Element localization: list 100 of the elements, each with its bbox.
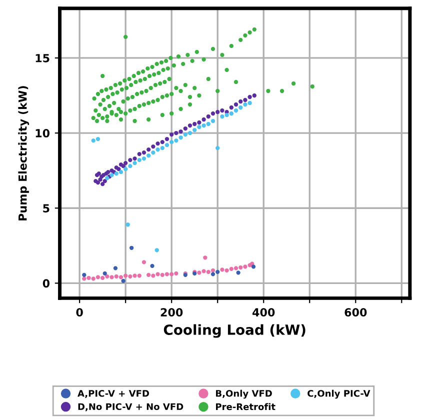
point [128, 164, 132, 168]
point [128, 158, 132, 162]
point [220, 108, 224, 113]
x-tick-label: 600 [344, 308, 367, 317]
point [216, 110, 220, 114]
point [110, 172, 114, 178]
point [156, 272, 160, 276]
point [229, 105, 234, 110]
point [206, 114, 210, 119]
point [146, 272, 151, 278]
point [150, 264, 154, 268]
point [137, 152, 142, 156]
point [151, 274, 156, 278]
legend-label: C,Only PIC-V [308, 390, 370, 399]
point [96, 180, 100, 185]
point [151, 150, 156, 155]
point [252, 93, 256, 98]
point [202, 117, 206, 122]
point [197, 270, 202, 275]
point [202, 269, 206, 274]
point [110, 275, 114, 280]
point [123, 274, 128, 278]
point [114, 274, 118, 279]
point [210, 118, 216, 124]
point [102, 178, 107, 184]
point [188, 123, 192, 128]
point [174, 138, 178, 143]
point [170, 272, 174, 276]
point [202, 123, 206, 128]
point [183, 132, 188, 137]
point [183, 126, 188, 131]
point [142, 150, 146, 155]
point [121, 164, 126, 168]
point [116, 166, 121, 172]
point [160, 272, 164, 278]
legend-label: D,No PIC-V + No VFD [78, 403, 184, 412]
x-axis-title: Cooling Load (kW) [164, 324, 306, 338]
point [91, 276, 96, 281]
legend-label: A,PIC-V + VFD [78, 390, 149, 398]
point [164, 136, 170, 142]
point [170, 132, 174, 137]
point [86, 276, 91, 280]
point [251, 264, 256, 269]
point [248, 94, 252, 100]
point [137, 158, 142, 162]
point [146, 147, 151, 152]
point [96, 275, 100, 280]
point [113, 266, 118, 270]
point [243, 98, 248, 102]
point [82, 272, 86, 278]
point [238, 265, 243, 270]
point [123, 160, 128, 166]
y-axis-title: Pump Electricity (kW) [18, 86, 30, 220]
y-tick-label: 5 [43, 204, 50, 212]
point [216, 270, 220, 274]
point [229, 266, 234, 272]
point [160, 146, 164, 150]
point [174, 271, 178, 276]
point [164, 142, 170, 148]
point [188, 130, 192, 136]
point [160, 140, 164, 144]
point [178, 135, 183, 140]
point [224, 112, 229, 118]
point [192, 122, 197, 126]
point [206, 270, 210, 274]
point [174, 130, 178, 136]
point [128, 274, 132, 279]
point [243, 264, 248, 269]
point [105, 176, 110, 180]
point [206, 122, 210, 126]
point [248, 100, 252, 106]
point [132, 156, 137, 161]
point [178, 129, 183, 134]
point [100, 276, 105, 280]
point [234, 102, 238, 107]
point [156, 141, 160, 146]
point [91, 138, 96, 143]
point [118, 275, 124, 280]
point [123, 166, 128, 172]
point [146, 153, 151, 158]
point [234, 108, 238, 113]
point [197, 120, 202, 125]
point [96, 136, 100, 142]
point [220, 268, 224, 272]
x-tick-label: 0 [76, 308, 83, 317]
point [102, 271, 107, 276]
point [100, 182, 105, 186]
y-tick-label: 10 [36, 129, 50, 138]
point [210, 272, 216, 276]
point [164, 272, 170, 276]
point [216, 146, 220, 150]
point [197, 124, 202, 130]
point [238, 105, 243, 110]
point [156, 147, 160, 152]
point [224, 268, 229, 273]
point [132, 274, 137, 278]
x-tick-label: 200 [160, 308, 183, 317]
point [234, 266, 238, 270]
point [236, 270, 240, 275]
point [142, 260, 146, 264]
